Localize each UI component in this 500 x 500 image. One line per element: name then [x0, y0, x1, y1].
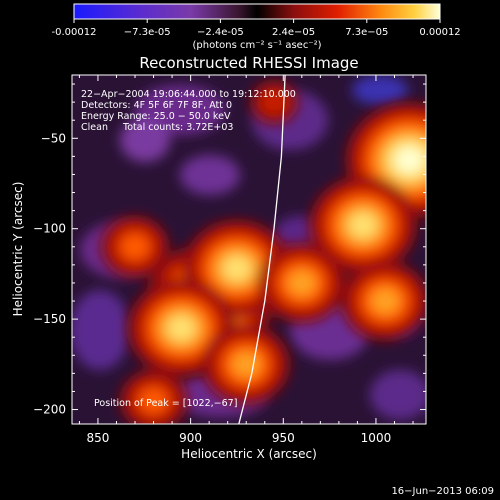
y-axis-ticks: −50 −100 −150 −200 [33, 83, 426, 417]
colorbar-tick-label: −7.3e-05 [124, 27, 171, 38]
colorbar-tick-label: 2.4e−05 [272, 27, 315, 38]
y-tick-label: −100 [33, 222, 66, 236]
colorbar [73, 3, 441, 20]
hot-spot [287, 269, 317, 296]
hot-spot [259, 89, 289, 116]
colorbar-tick-label: −2.4e-05 [197, 27, 244, 38]
x-axis-label: Heliocentric X (arcsec) [181, 447, 317, 461]
x-tick-label: 850 [86, 431, 109, 445]
hot-spot [222, 255, 252, 282]
y-tick-label: −200 [33, 403, 66, 417]
footer-date: 16−Jun−2013 06:09 [391, 486, 494, 497]
hot-spot [120, 233, 150, 260]
colorbar-unit-label: (photons cm⁻² s⁻¹ asec⁻²) [192, 40, 321, 51]
x-tick-label: 1000 [361, 431, 392, 445]
hot-spot [231, 351, 261, 378]
annotation-time: 22−Apr−2004 19:06:44.000 to 19:12:10.000 [81, 89, 296, 100]
plot-frame [71, 74, 427, 425]
y-axis-label: Heliocentric Y (arcsec) [11, 182, 25, 317]
colorbar-tick-label: -0.00012 [52, 27, 97, 38]
colorbar-tick-label: 7.3e−05 [345, 27, 388, 38]
x-axis-ticks: 850 900 950 1000 [78, 75, 414, 445]
chart-title: Reconstructed RHESSI Image [139, 54, 358, 72]
info-annotations: 22−Apr−2004 19:06:44.000 to 19:12:10.000… [81, 89, 296, 133]
colorbar-tick-label: 0.00012 [419, 27, 460, 38]
colorbar-ticks: -0.00012 −7.3e-05 −2.4e-05 2.4e−05 7.3e−05 0.… [52, 19, 461, 38]
y-tick-label: −150 [33, 312, 66, 326]
annotation-energy: Energy Range: 25.0 − 50.0 keV [81, 111, 231, 122]
x-tick-label: 950 [272, 431, 295, 445]
x-tick-label: 900 [179, 431, 202, 445]
solar-limb-curve [238, 75, 286, 424]
annotation-detectors: Detectors: 4F 5F 6F 7F 8F, Att 0 [81, 100, 232, 111]
hot-spot [139, 387, 168, 414]
hot-spot [167, 315, 196, 342]
y-tick-label: −50 [41, 131, 66, 145]
peak-position-label: Position of Peak = [1022,−67] [94, 398, 237, 409]
hot-spot [348, 212, 378, 239]
hot-spot [370, 288, 400, 315]
annotation-counts: Clean Total counts: 3.72E+03 [81, 122, 233, 133]
hot-spot [395, 146, 424, 173]
heatmap-image [72, 75, 426, 424]
